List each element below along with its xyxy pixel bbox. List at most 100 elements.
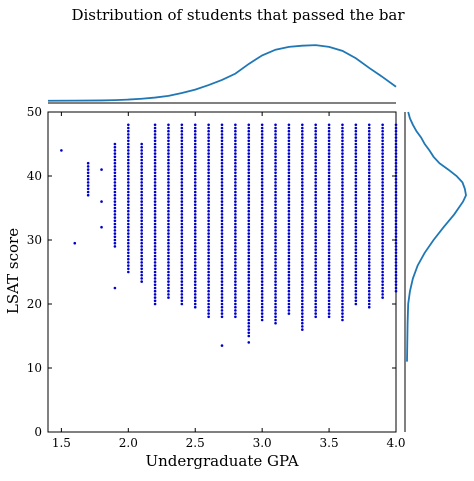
data-point [314, 152, 317, 155]
data-point [247, 225, 251, 229]
data-point [247, 222, 251, 226]
data-point [301, 280, 304, 283]
data-point [381, 155, 384, 159]
data-point [193, 184, 197, 187]
data-point [247, 257, 251, 261]
data-point [354, 181, 358, 184]
data-point [207, 245, 210, 248]
data-point [301, 222, 304, 226]
data-point [234, 129, 237, 133]
data-point [260, 149, 264, 152]
data-point [314, 216, 317, 219]
data-point [341, 209, 344, 213]
data-point [274, 149, 277, 152]
data-point [127, 216, 130, 219]
data-point [354, 142, 358, 146]
data-point [367, 142, 371, 146]
data-point [193, 158, 197, 162]
data-point [234, 248, 237, 251]
data-point [341, 174, 344, 178]
data-point [301, 283, 304, 287]
data-point [140, 254, 143, 258]
data-point [153, 155, 157, 159]
data-point [193, 142, 197, 146]
data-point [193, 187, 197, 191]
data-point [207, 216, 210, 219]
data-point [287, 165, 291, 168]
data-point [274, 222, 277, 226]
data-point [367, 165, 371, 168]
data-point [180, 270, 184, 274]
data-point [113, 232, 117, 235]
data-point [301, 293, 304, 296]
data-point [220, 315, 224, 319]
data-point [327, 309, 331, 312]
data-point-outlier [100, 225, 103, 229]
data-point [367, 270, 371, 274]
data-point [140, 222, 143, 226]
data-point [341, 158, 344, 162]
data-point [247, 129, 251, 133]
data-point [180, 229, 184, 232]
data-point [327, 254, 331, 258]
data-point [327, 293, 331, 296]
data-point [153, 213, 157, 216]
data-point [247, 277, 251, 280]
data-point [381, 270, 384, 274]
data-point [247, 328, 251, 331]
data-point [153, 133, 157, 136]
data-point [193, 152, 197, 155]
data-point [287, 289, 291, 293]
data-point [247, 126, 251, 130]
data-point [193, 171, 197, 175]
data-point [301, 213, 304, 216]
data-point [274, 286, 277, 290]
data-point [207, 129, 210, 133]
data-point [167, 238, 170, 242]
data-point [220, 277, 224, 280]
data-point [274, 181, 277, 184]
data-point [86, 187, 90, 191]
data-point [167, 261, 170, 264]
data-point [367, 245, 371, 248]
data-point [153, 299, 157, 303]
data-point [207, 171, 210, 175]
data-point [234, 251, 237, 255]
data-point [247, 152, 251, 155]
data-point [394, 245, 398, 248]
data-point [327, 302, 331, 306]
data-point [394, 219, 398, 223]
data-point [220, 273, 224, 277]
data-point [260, 296, 264, 299]
right-marginal-kde [404, 111, 467, 432]
data-point [153, 184, 157, 187]
data-point [193, 209, 197, 213]
data-point [341, 248, 344, 251]
data-point [167, 149, 170, 152]
data-point [167, 133, 170, 136]
data-point [127, 187, 130, 191]
data-point [153, 296, 157, 299]
data-point [354, 193, 358, 197]
data-point [314, 219, 317, 223]
data-point [381, 225, 384, 229]
data-point [167, 286, 170, 290]
data-point [367, 251, 371, 255]
data-point [180, 142, 184, 146]
data-point [234, 136, 237, 139]
data-point [327, 222, 331, 226]
data-point [207, 181, 210, 184]
data-point [207, 264, 210, 267]
data-point [207, 206, 210, 210]
data-point [167, 139, 170, 143]
data-point [260, 273, 264, 277]
data-point [140, 216, 143, 219]
data-point [86, 177, 90, 181]
data-point [274, 229, 277, 232]
data-point [86, 181, 90, 184]
data-point [341, 280, 344, 283]
data-point [341, 312, 344, 315]
data-point [341, 190, 344, 194]
data-point [220, 161, 224, 165]
data-point [314, 149, 317, 152]
